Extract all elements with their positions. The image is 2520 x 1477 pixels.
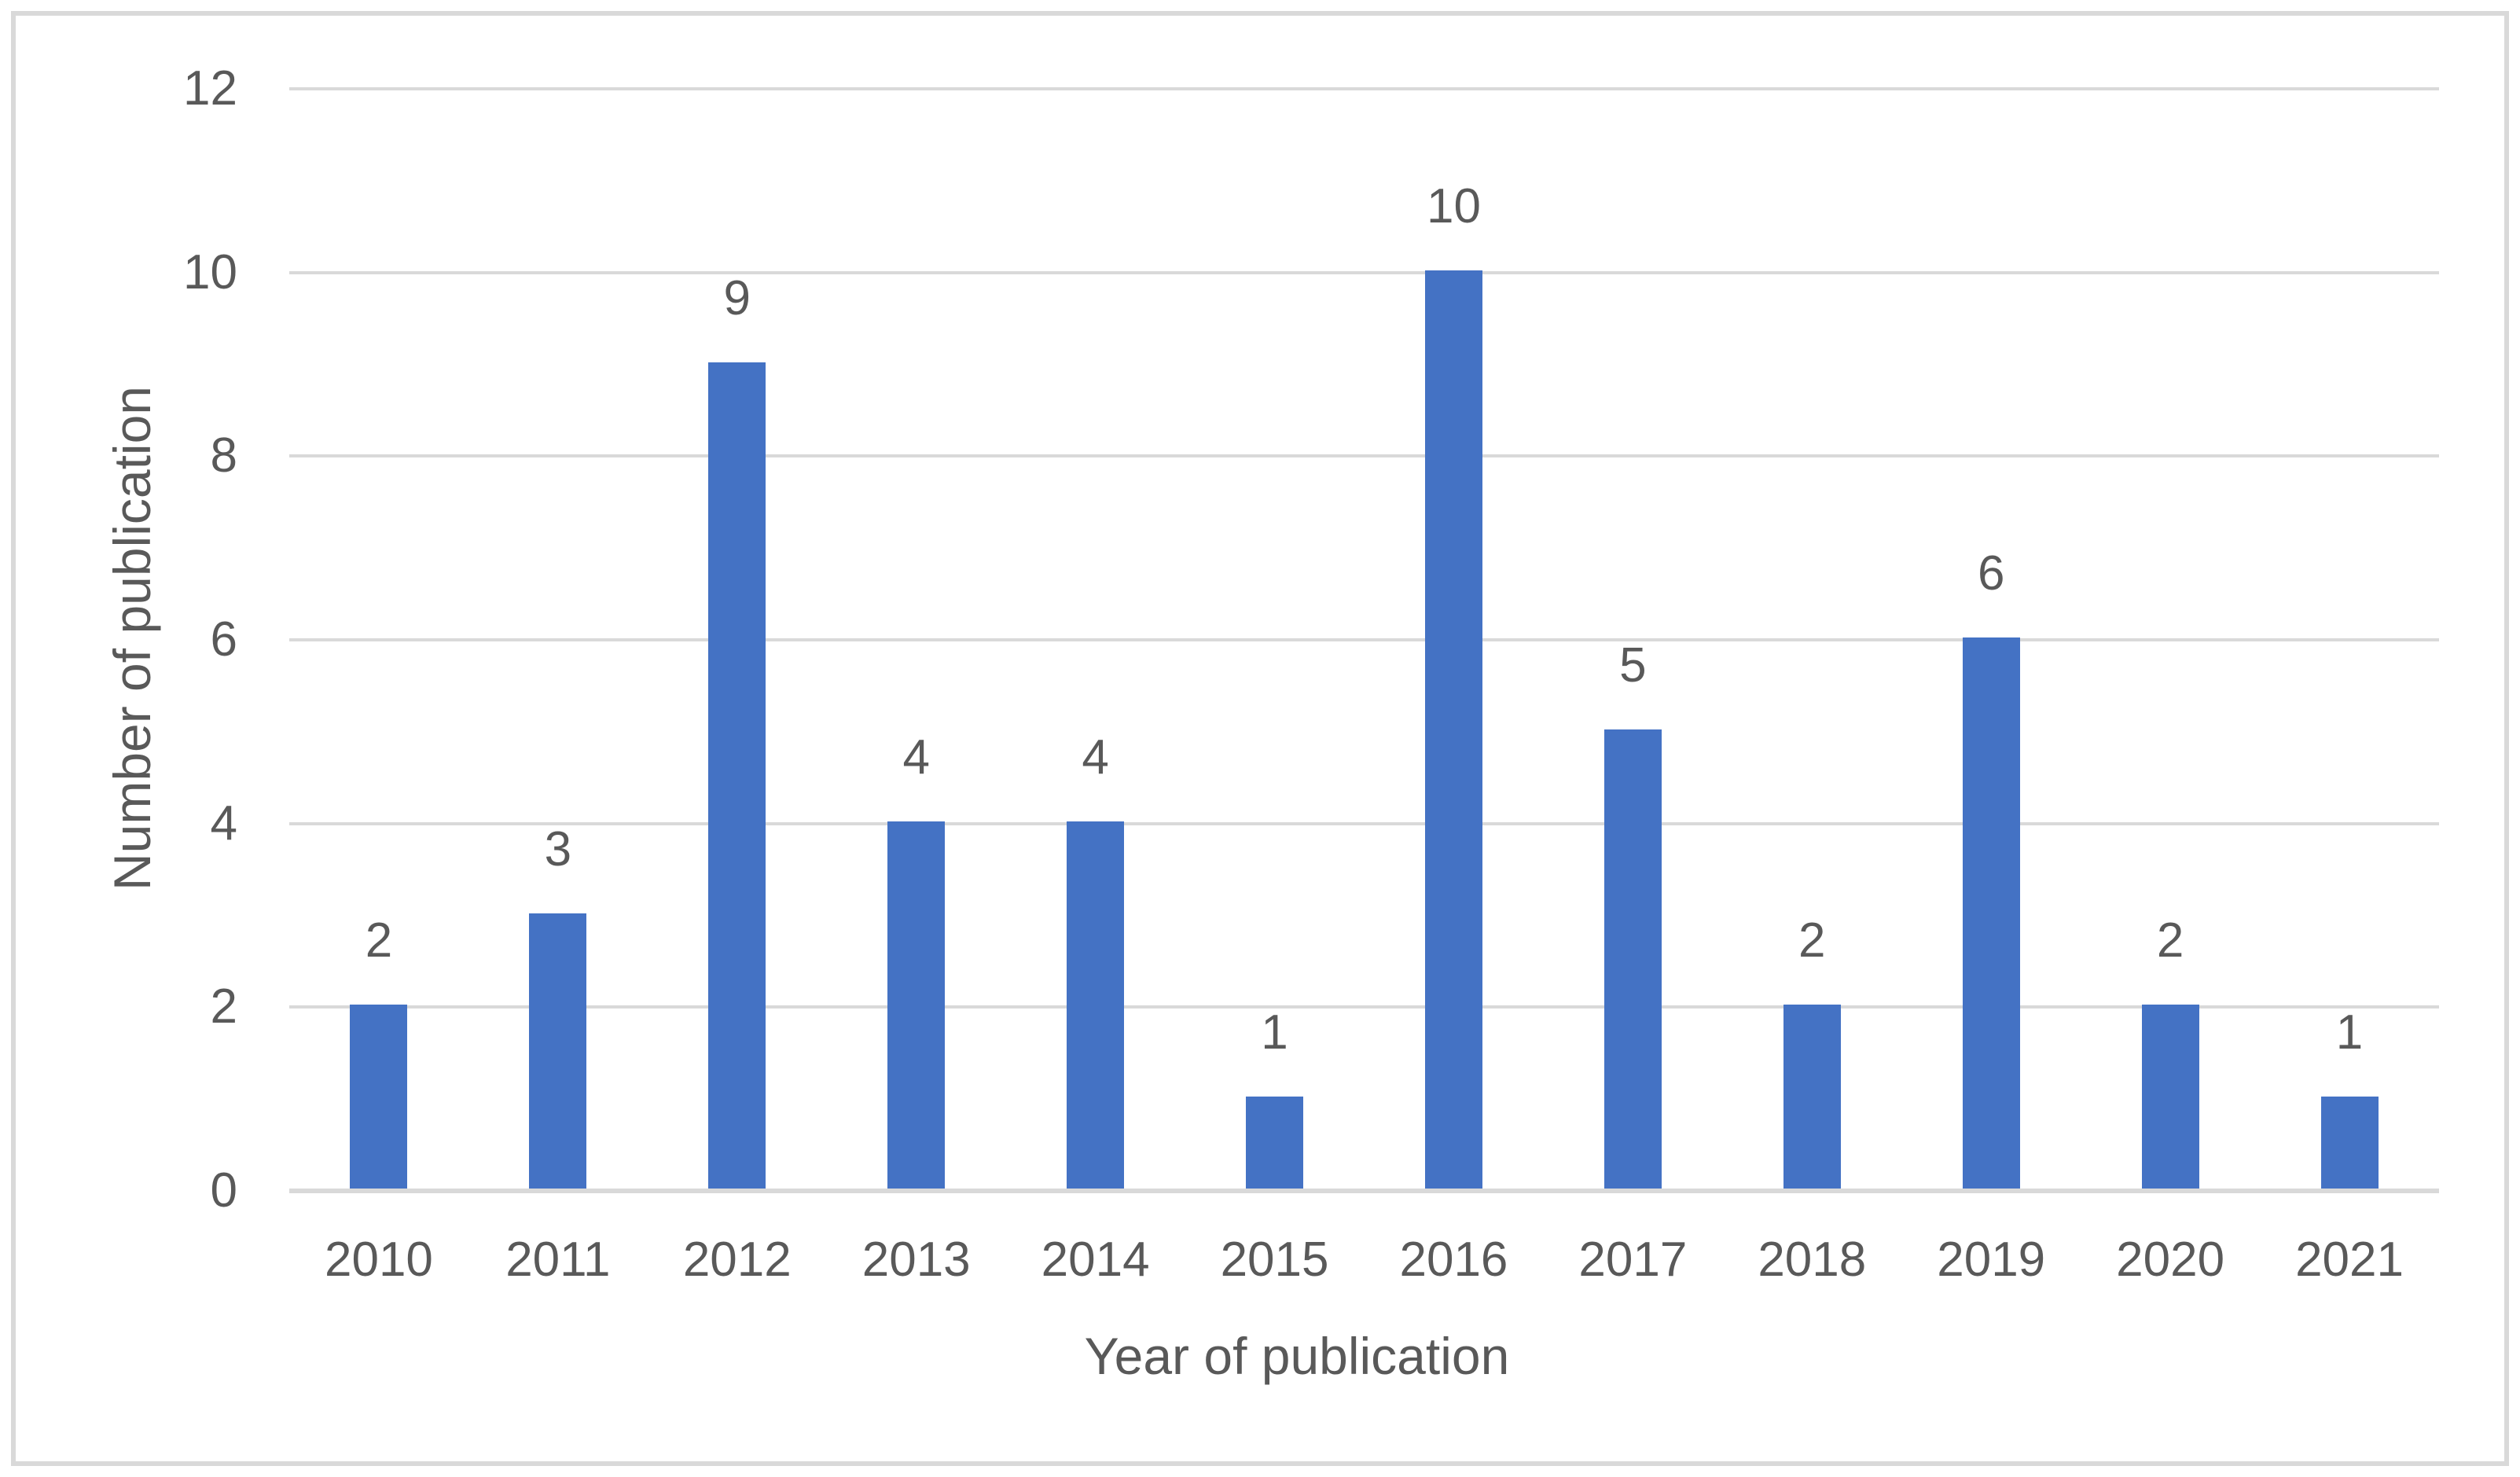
bar-2021 [2320, 1097, 2379, 1189]
data-label: 1 [1261, 1005, 1288, 1060]
chart-border [11, 11, 2509, 1466]
bar-2011 [529, 913, 587, 1189]
bar-2020 [2141, 1005, 2199, 1189]
x-tick-label: 2013 [861, 1233, 971, 1287]
y-tick-label: 8 [210, 428, 237, 483]
gridline-y2 [289, 1005, 2439, 1009]
bar-2016 [1424, 270, 1482, 1189]
data-label: 4 [1082, 729, 1109, 784]
gridline-y10 [289, 270, 2439, 274]
gridline-y12 [289, 87, 2439, 90]
x-tick-label: 2018 [1758, 1233, 1867, 1287]
x-tick-label: 2012 [682, 1233, 792, 1287]
x-tick-label: 2017 [1578, 1233, 1688, 1287]
x-tick-label: 2020 [2116, 1233, 2225, 1287]
gridline-y8 [289, 454, 2439, 458]
data-label: 4 [902, 729, 930, 784]
y-tick-label: 2 [210, 979, 237, 1034]
gridline-y4 [289, 821, 2439, 825]
x-tick-label: 2019 [1937, 1233, 2046, 1287]
y-tick-label: 10 [183, 244, 237, 299]
x-tick-label: 2011 [505, 1233, 611, 1287]
data-label: 2 [365, 913, 393, 968]
x-axis-line [289, 1189, 2439, 1193]
bar-2019 [1962, 637, 2020, 1189]
data-label: 9 [723, 270, 751, 325]
data-label: 6 [1977, 546, 2005, 601]
bar-2013 [887, 821, 946, 1189]
data-label: 2 [2156, 913, 2184, 968]
x-tick-label: 2021 [2295, 1233, 2404, 1287]
gridline-y6 [289, 638, 2439, 641]
data-label: 1 [2335, 1005, 2364, 1060]
x-tick-label: 2015 [1220, 1233, 1329, 1287]
y-tick-label: 6 [210, 612, 237, 667]
bar-2018 [1783, 1005, 1841, 1189]
bar-2017 [1603, 729, 1662, 1189]
data-label: 5 [1619, 637, 1647, 693]
y-tick-label: 12 [183, 61, 237, 116]
y-tick-label: 0 [210, 1163, 237, 1218]
data-label: 3 [544, 821, 572, 876]
bar-2010 [350, 1005, 408, 1189]
bar-2012 [708, 362, 766, 1189]
x-tick-label: 2010 [324, 1233, 433, 1287]
data-label: 2 [1798, 913, 1826, 968]
y-tick-label: 4 [210, 795, 237, 851]
x-axis-title: Year of publication [1084, 1327, 1510, 1385]
bar-2015 [1246, 1097, 1304, 1189]
bar-2014 [1067, 821, 1125, 1189]
data-label: 10 [1426, 178, 1481, 233]
x-tick-label: 2014 [1041, 1233, 1150, 1287]
x-tick-label: 2016 [1399, 1233, 1508, 1287]
